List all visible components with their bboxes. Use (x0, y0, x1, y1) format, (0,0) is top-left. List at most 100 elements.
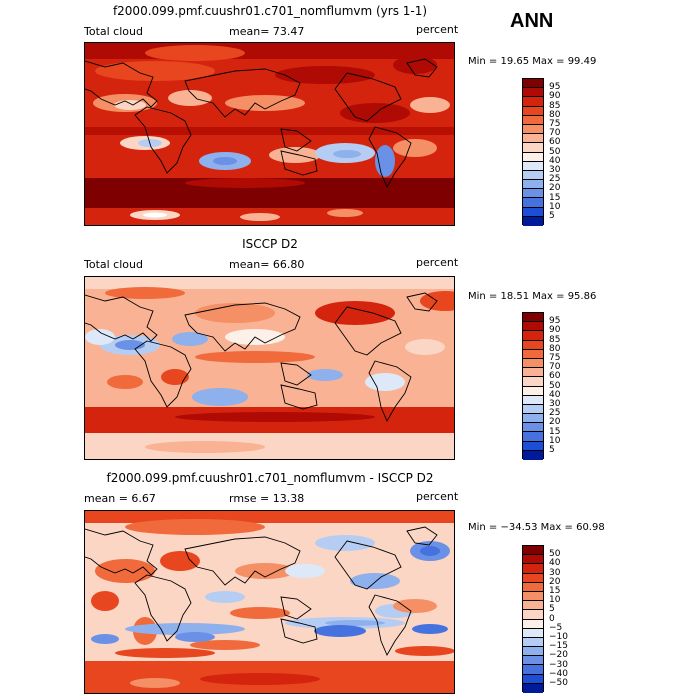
cbar2-label: 95 (549, 316, 561, 327)
cbar3-label: 10 (549, 595, 561, 606)
cbar2-swatch (523, 395, 543, 405)
panel3-mean: mean = 6.67 (84, 492, 156, 505)
panel2-title: ISCCP D2 (242, 237, 298, 251)
cbar2-swatch (523, 313, 543, 323)
panel2-minmax: Min = 18.51 Max = 95.86 (468, 291, 597, 302)
cbar3-label: −20 (549, 650, 568, 661)
cbar1-label: 70 (549, 128, 561, 139)
cbar3-swatch (523, 591, 543, 602)
panel1-units: percent (416, 23, 459, 36)
cbar1-swatch (523, 198, 543, 208)
cbar3-label: −5 (549, 622, 563, 633)
cbar1-swatch (523, 106, 543, 116)
panel1-mean: mean= 73.47 (229, 25, 305, 38)
cbar1-swatch (523, 143, 543, 153)
panel3-units: percent (416, 490, 459, 503)
cbar2-swatch (523, 432, 543, 442)
panel2-mean: mean= 66.80 (229, 258, 305, 271)
cbar3-label: −10 (549, 632, 568, 642)
cbar1-swatch (523, 115, 543, 125)
cbar2-label: 60 (549, 371, 561, 382)
cbar3-swatch (523, 555, 543, 565)
cbar1-swatch (523, 170, 543, 181)
cbar1-swatch (523, 124, 543, 135)
panel2-variable: Total cloud (84, 258, 143, 271)
cbar3-swatch (523, 564, 543, 574)
panel1-minmax: Min = 19.65 Max = 99.49 (468, 56, 597, 67)
cbar3-label: 20 (549, 576, 561, 587)
cbar2-label: 80 (549, 343, 561, 354)
cbar1-label: 40 (549, 155, 561, 166)
cbar1-label: 5 (549, 211, 555, 221)
cbar2-label: 75 (549, 353, 561, 363)
cbar1-swatch (523, 189, 543, 199)
cbar2-swatch (523, 386, 543, 396)
cbar3-swatch (523, 665, 543, 675)
panel2-map (84, 276, 455, 460)
panel1-title: f2000.099.pmf.cuushr01.c701_nomflumvm (y… (112, 4, 428, 18)
cbar3-label: 40 (549, 558, 561, 569)
cbar3-swatch (523, 628, 543, 638)
cbar3-label: 15 (549, 586, 561, 596)
cbar1-label: 20 (549, 183, 561, 194)
cbar2-swatch (523, 450, 543, 460)
cbar2-swatch (523, 414, 543, 424)
cbar1-swatch (523, 88, 543, 98)
cbar1-swatch (523, 152, 543, 162)
cbar2-swatch (523, 358, 543, 369)
cbar3-swatch (523, 610, 543, 620)
cbar3-swatch (523, 674, 543, 684)
cbar1-label: 80 (549, 109, 561, 120)
cbar2-label: 85 (549, 334, 561, 345)
cbar1-label: 50 (549, 146, 561, 157)
season-label: ANN (510, 10, 554, 32)
cbar2-label: 30 (549, 399, 561, 409)
cbar1-swatch (523, 134, 543, 144)
cbar1-label: 10 (549, 201, 561, 212)
cbar2-label: 15 (549, 426, 561, 437)
cbar1-label: 85 (549, 100, 561, 111)
cbar2-label: 50 (549, 380, 561, 391)
cbar1-label: 95 (549, 82, 561, 93)
panel2-units: percent (416, 256, 459, 269)
cbar1-swatch (523, 97, 543, 107)
cbar1-swatch (523, 180, 543, 190)
cbar1-label: 90 (549, 91, 561, 102)
cbar3-label: −30 (549, 659, 568, 670)
cbar2-label: 5 (549, 445, 555, 455)
panel3-minmax: Min = −34.53 Max = 60.98 (468, 522, 605, 533)
cbar3-swatch (523, 619, 543, 629)
cbar2-swatch (523, 423, 543, 433)
cbar2-swatch (523, 340, 543, 350)
cbar1-swatch (523, 207, 543, 217)
panel3-map (84, 510, 455, 694)
cbar2-label: 20 (549, 417, 561, 428)
cbar3-swatch (523, 647, 543, 657)
cbar3-label: −50 (549, 678, 568, 688)
panel2-colorbar (522, 312, 544, 460)
cbar2-swatch (523, 368, 543, 378)
panel1-contour-field (85, 43, 454, 225)
cbar2-label: 70 (549, 362, 561, 373)
cbar1-swatch (523, 79, 543, 89)
panel3-rmse: rmse = 13.38 (229, 492, 305, 505)
cbar1-label: 30 (549, 165, 561, 175)
cbar2-swatch (523, 404, 543, 415)
cbar3-label: 30 (549, 567, 561, 578)
cbar3-label: −40 (549, 668, 568, 679)
cbar2-label: 40 (549, 389, 561, 400)
cbar3-swatch (523, 582, 543, 592)
cbar3-swatch (523, 683, 543, 693)
panel2-contour-field (85, 277, 454, 459)
cbar1-swatch (523, 161, 543, 171)
cbar3-swatch (523, 601, 543, 611)
cbar1-swatch (523, 216, 543, 226)
cbar3-label: 50 (549, 549, 561, 560)
panel1-colorbar (522, 78, 544, 226)
cbar2-label: 10 (549, 435, 561, 446)
cbar3-swatch (523, 573, 543, 583)
cbar3-swatch (523, 656, 543, 666)
cbar1-label: 25 (549, 174, 561, 185)
cbar1-label: 15 (549, 192, 561, 203)
cbar1-label: 60 (549, 137, 561, 148)
